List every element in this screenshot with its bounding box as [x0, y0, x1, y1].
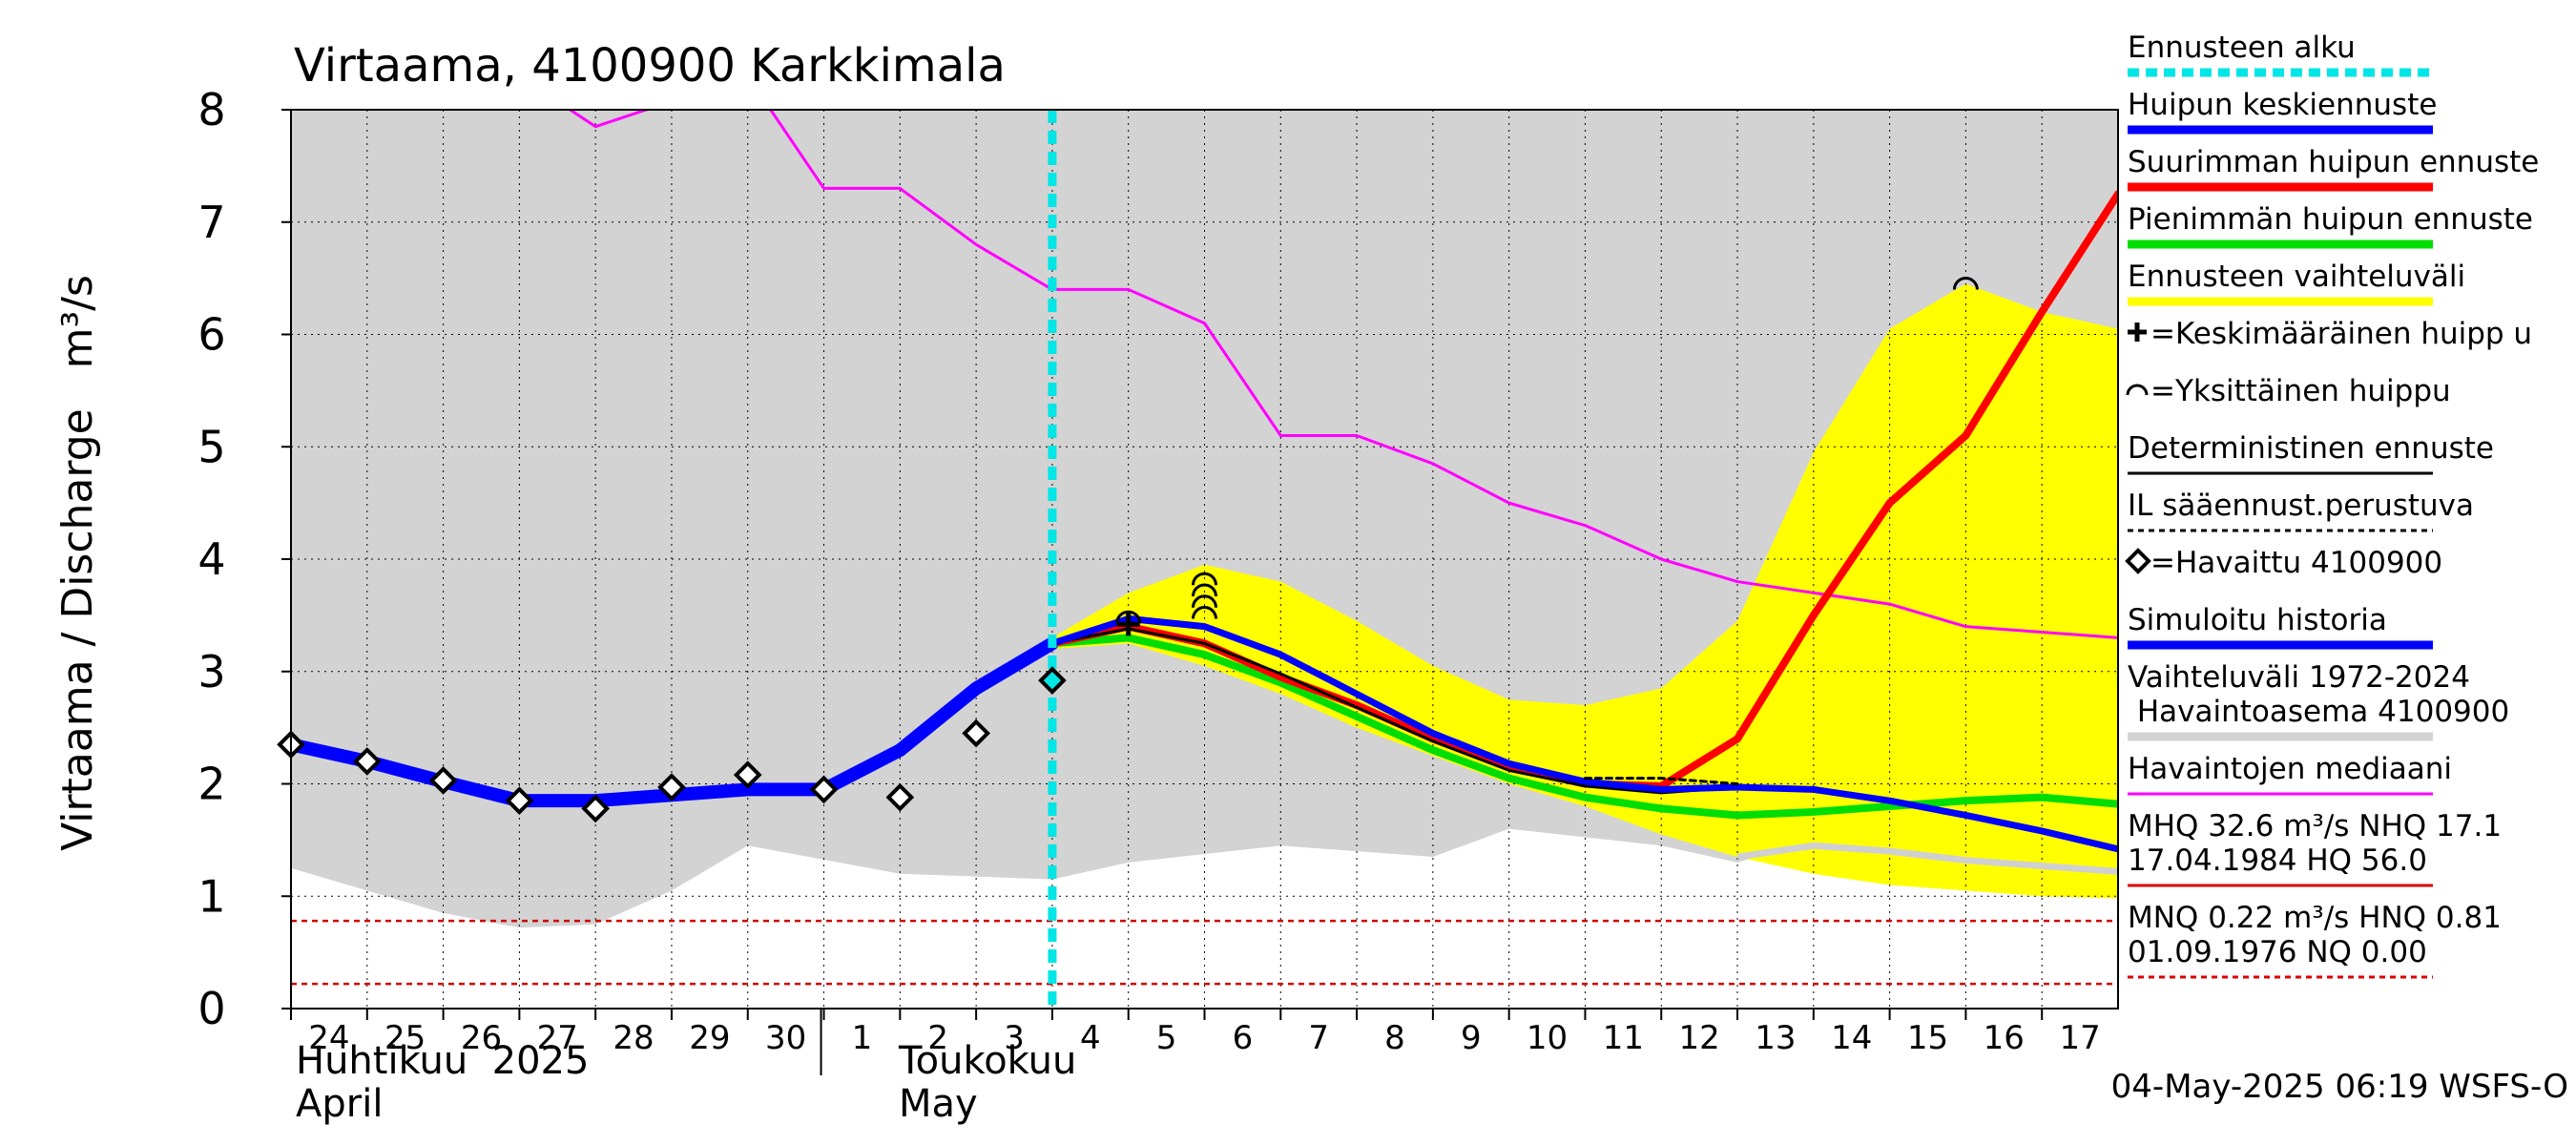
x-tick-label: 17 [2059, 1019, 2100, 1057]
x-tick-label: 16 [1984, 1019, 2025, 1057]
y-tick-label: 4 [197, 533, 225, 585]
month-label-april-en: April [296, 1082, 383, 1126]
y-axis: 0 1 2 3 4 5 6 7 8 [197, 84, 291, 1034]
gray-history-line [1736, 842, 2118, 875]
single-peak-marker [1952, 277, 1979, 290]
observed-point [733, 760, 762, 789]
single-peak-marker [1192, 583, 1217, 597]
observed-point [505, 786, 534, 815]
legend-label: =Havaittu 4100900 [2150, 546, 2442, 580]
month-label-april-fi: Huhtikuu 2025 [296, 1039, 589, 1083]
legend-label: =Keskimääräinen huipp u [2150, 317, 2532, 351]
series-line [1048, 634, 2118, 820]
x-axis: 24 25 26 27 28 29 30 1 2 3 4 5 6 7 8 9 10 11 12 13 14 15 16 17 [290, 1009, 2101, 1075]
x-tick-label: 5 [1156, 1019, 1177, 1057]
observed-point [809, 775, 839, 804]
single-peak-marker [1115, 610, 1142, 624]
legend-label: Simuloitu historia [2128, 603, 2387, 637]
x-tick-label: 27 [537, 1019, 578, 1057]
y-tick-label: 2 [197, 759, 225, 810]
series-line [1049, 614, 2118, 853]
y-axis-label: Virtaama / Discharge m³/s [53, 275, 102, 851]
x-tick-label: 30 [765, 1019, 806, 1057]
single-peak-marker [1192, 606, 1217, 619]
legend-label: =Yksittäinen huippu [2150, 374, 2451, 408]
y-tick-label: 0 [197, 983, 225, 1034]
observed-point [1038, 666, 1067, 695]
x-tick-label: 29 [689, 1019, 730, 1057]
legend: Ennusteen alku Huipun keskiennuste Suurimm… [2125, 31, 2539, 979]
legend-label: Havaintoasema 4100900 [2128, 695, 2509, 729]
x-tick-label: 8 [1384, 1019, 1405, 1057]
observed-point [885, 782, 915, 812]
observed-point [657, 773, 686, 802]
legend-label: Pienimmän huipun ennuste [2128, 202, 2533, 237]
x-tick-label: 1 [852, 1019, 873, 1057]
observed-point [428, 766, 458, 795]
legend-label: IL sääennust.perustuva [2128, 489, 2474, 523]
series-line [1583, 777, 1739, 785]
legend-label: Ennusteen alku [2128, 31, 2356, 65]
forecast-range-band [1051, 283, 2118, 899]
x-tick-label: 9 [1461, 1019, 1482, 1057]
x-tick-label: 13 [1755, 1019, 1796, 1057]
y-tick-label: 7 [197, 197, 225, 248]
x-tick-label: 25 [384, 1019, 426, 1057]
legend-label: 17.04.1984 HQ 56.0 [2128, 843, 2427, 878]
month-label-may-fi: Toukokuu [898, 1039, 1076, 1083]
chart-title: Virtaama, 4100900 Karkkimala [294, 39, 1006, 93]
x-tick-label: 10 [1527, 1019, 1568, 1057]
x-tick-label: 7 [1308, 1019, 1329, 1057]
series-layer [291, 110, 2118, 1009]
markers-layer [277, 277, 1979, 823]
x-tick-label: 26 [461, 1019, 502, 1057]
legend-label: Huipun keskiennuste [2128, 88, 2437, 122]
x-tick-label: 12 [1679, 1019, 1720, 1057]
month-label-may-en: May [899, 1082, 978, 1126]
legend-label: Havaintojen mediaani [2128, 752, 2452, 786]
observed-point [352, 747, 382, 776]
x-tick-label: 15 [1907, 1019, 1948, 1057]
observed-point [962, 718, 990, 748]
series-line [567, 110, 2118, 639]
y-tick-label: 8 [197, 84, 225, 135]
legend-arc-icon [2126, 384, 2149, 396]
single-peak-marker [1192, 572, 1217, 586]
x-tick-label: 11 [1603, 1019, 1644, 1057]
legend-label: MNQ 0.22 m³/s HNQ 0.81 [2128, 901, 2502, 935]
legend-diamond-icon [2125, 548, 2151, 574]
legend-label: Suurimman huipun ennuste [2128, 145, 2539, 179]
x-tick-label: 28 [613, 1019, 654, 1057]
legend-label: 01.09.1976 NQ 0.00 [2128, 935, 2427, 969]
x-tick-label: 24 [308, 1019, 349, 1057]
y-tick-label: 6 [197, 309, 225, 361]
y-tick-label: 5 [197, 421, 225, 472]
legend-label: Deterministinen ennuste [2128, 431, 2494, 466]
legend-label: Ennusteen vaihteluväli [2128, 260, 2465, 294]
footer-timestamp: 04-May-2025 06:19 WSFS-O [2111, 1068, 2568, 1106]
y-tick-label: 1 [197, 870, 225, 922]
x-tick-label: 2 [927, 1019, 948, 1057]
x-tick-label: 3 [1004, 1019, 1025, 1057]
x-tick-label: 14 [1831, 1019, 1872, 1057]
observed-point [581, 794, 610, 823]
legend-label: MHQ 32.6 m³/s NHQ 17.1 [2128, 809, 2502, 843]
legend-label: Vaihteluväli 1972-2024 [2128, 660, 2470, 695]
x-tick-label: 4 [1080, 1019, 1101, 1057]
reference-lines-layer [291, 919, 2118, 986]
single-peak-marker [1192, 594, 1217, 608]
x-tick-label: 6 [1233, 1019, 1254, 1057]
y-tick-label: 3 [197, 646, 225, 697]
